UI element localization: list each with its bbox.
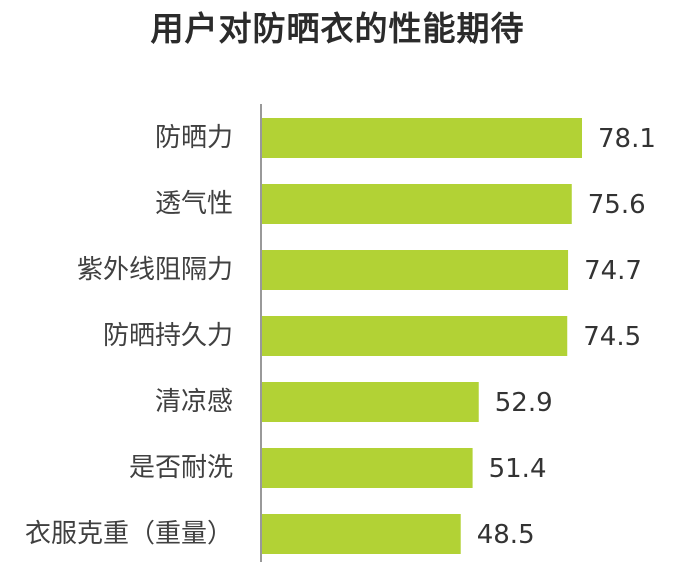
value-label-3: 74.5	[583, 322, 641, 352]
category-label-6: 衣服克重（重量）	[25, 519, 233, 549]
category-label-5: 是否耐洗	[129, 453, 233, 483]
value-label-5: 51.4	[489, 454, 547, 484]
value-label-2: 74.7	[584, 256, 642, 286]
value-label-4: 52.9	[495, 388, 553, 418]
bar-5	[262, 448, 473, 488]
value-label-0: 78.1	[598, 124, 656, 154]
bar-0	[262, 118, 582, 158]
category-label-1: 透气性	[155, 189, 233, 219]
bar-2	[262, 250, 569, 290]
category-label-3: 防晒持久力	[103, 321, 233, 351]
category-label-2: 紫外线阻隔力	[77, 255, 233, 285]
category-label-4: 清凉感	[155, 387, 233, 417]
chart-title: 用户对防晒衣的性能期待	[150, 9, 525, 48]
value-label-1: 75.6	[588, 190, 646, 220]
bar-4	[262, 382, 479, 422]
bar-3	[262, 316, 568, 356]
category-label-0: 防晒力	[155, 123, 233, 153]
value-label-6: 48.5	[477, 520, 535, 550]
bar-6	[262, 514, 461, 554]
bar-1	[262, 184, 572, 224]
